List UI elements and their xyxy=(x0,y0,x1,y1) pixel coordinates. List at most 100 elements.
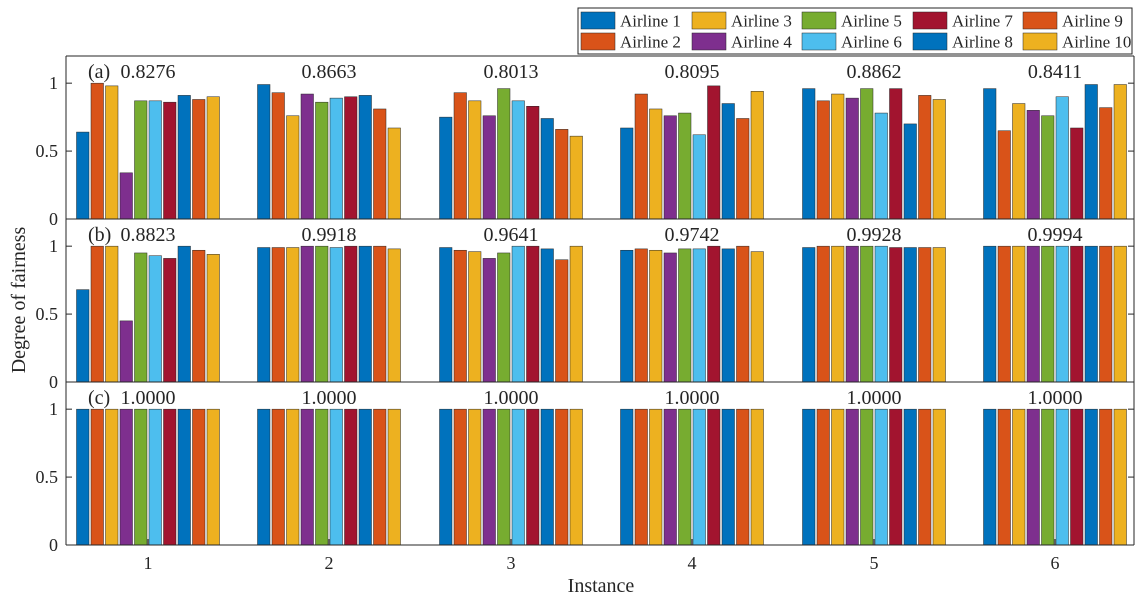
bar xyxy=(555,129,569,220)
legend-swatch xyxy=(801,32,837,51)
legend-label: Airline 5 xyxy=(841,12,902,31)
bar xyxy=(649,408,663,546)
bar xyxy=(497,252,511,383)
bar xyxy=(177,408,191,546)
bar xyxy=(736,245,750,383)
bar xyxy=(831,408,845,546)
bar xyxy=(678,112,692,220)
bar xyxy=(903,247,917,383)
bar xyxy=(271,247,285,383)
bar xyxy=(286,115,300,220)
legend-item: Airline 3 xyxy=(691,11,792,31)
bar xyxy=(678,248,692,383)
bar xyxy=(271,92,285,220)
bar xyxy=(569,408,583,546)
bar xyxy=(344,96,358,220)
bar xyxy=(721,103,735,220)
bar xyxy=(468,408,482,546)
bar xyxy=(192,408,206,546)
bar xyxy=(90,408,104,546)
bar xyxy=(134,252,148,383)
bar xyxy=(358,245,372,383)
bar xyxy=(889,247,903,383)
x-tick-label: 6 xyxy=(1051,553,1060,573)
bar xyxy=(678,408,692,546)
bar xyxy=(1026,408,1040,546)
y-tick-label: 1 xyxy=(49,236,58,256)
bar xyxy=(1026,245,1040,383)
bar xyxy=(192,249,206,383)
bar xyxy=(1055,245,1069,383)
bar xyxy=(845,408,859,546)
bar xyxy=(206,254,220,383)
bar xyxy=(802,88,816,220)
bar xyxy=(453,249,467,383)
bar-group-instance-2 xyxy=(257,245,401,383)
bar-group-instance-5 xyxy=(802,245,946,383)
bar xyxy=(329,408,343,546)
legend-swatch xyxy=(912,11,948,30)
bar xyxy=(90,82,104,220)
bar xyxy=(300,408,314,546)
legend-item: Airline 9 xyxy=(1022,11,1123,31)
legend-swatch xyxy=(691,11,727,30)
bar xyxy=(918,247,932,383)
bar-group-instance-2 xyxy=(257,408,401,546)
legend-item: Airline 6 xyxy=(801,32,902,52)
bar xyxy=(300,93,314,220)
bar xyxy=(387,408,401,546)
bar xyxy=(997,245,1011,383)
bar xyxy=(903,408,917,546)
bar xyxy=(692,248,706,383)
y-axis-title: Degree of fairness xyxy=(8,226,30,373)
bar xyxy=(831,245,845,383)
bar xyxy=(620,249,634,383)
y-tick-label: 0.5 xyxy=(36,141,59,161)
fairness-annotation: 0.9994 xyxy=(1028,224,1083,246)
legend-swatch xyxy=(580,11,616,30)
bar xyxy=(387,127,401,220)
bar xyxy=(206,408,220,546)
bar xyxy=(634,93,648,220)
bar xyxy=(177,95,191,220)
fairness-annotation: 0.8663 xyxy=(302,61,357,83)
bar-group-instance-1 xyxy=(76,408,220,546)
legend-swatch xyxy=(1022,32,1058,51)
fairness-annotation: 0.8013 xyxy=(484,61,539,83)
bar xyxy=(76,131,90,220)
bar xyxy=(663,115,677,220)
bar xyxy=(649,108,663,220)
bar xyxy=(468,100,482,220)
bar xyxy=(373,108,387,220)
legend-item: Airline 1 xyxy=(580,11,681,31)
bar xyxy=(932,247,946,383)
bar xyxy=(76,289,90,383)
bar xyxy=(1055,96,1069,220)
bar xyxy=(1070,245,1084,383)
bar xyxy=(271,408,285,546)
bar xyxy=(1099,245,1113,383)
legend-swatch xyxy=(1022,11,1058,30)
bar xyxy=(511,100,525,220)
bar xyxy=(634,248,648,383)
bar xyxy=(497,408,511,546)
panel-2: 0 0.5 1 (b) 0.8823 0.9918 0.9641 0.9742 0.9928 0.… xyxy=(36,218,1135,392)
bar xyxy=(105,408,119,546)
bar xyxy=(736,118,750,220)
bar xyxy=(206,96,220,220)
bar xyxy=(569,245,583,383)
bar xyxy=(163,101,177,220)
bar xyxy=(76,408,90,546)
bar xyxy=(1070,127,1084,220)
bar xyxy=(192,99,206,220)
bar xyxy=(540,408,554,546)
bar xyxy=(1070,408,1084,546)
bar xyxy=(918,408,932,546)
legend-item: Airline 10 xyxy=(1022,32,1131,52)
bar xyxy=(286,247,300,383)
bar-group-instance-5 xyxy=(802,88,946,220)
fairness-annotation: 0.9928 xyxy=(847,224,902,246)
bar-group-instance-4 xyxy=(620,85,764,220)
y-tick-label: 0 xyxy=(49,209,58,229)
